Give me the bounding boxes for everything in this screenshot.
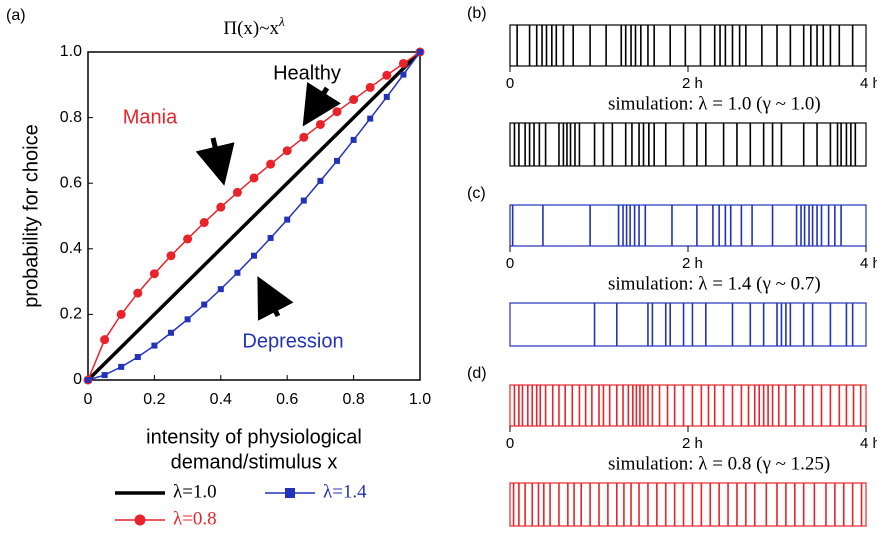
- panel-label: (b): [467, 5, 487, 22]
- point: [284, 216, 291, 223]
- point: [184, 316, 191, 323]
- x-tick-label: 0.6: [276, 391, 298, 408]
- annotation: Healthy: [273, 62, 341, 84]
- x-tick-label: 4 h: [860, 75, 877, 92]
- x-tick-label: 0.2: [143, 391, 165, 408]
- x-tick-label: 2 h: [682, 255, 703, 272]
- raster-label: simulation: λ = 1.0 (γ ~ 1.0): [608, 93, 821, 114]
- raster-frame: [509, 482, 867, 527]
- y-tick-label: 0.4: [60, 240, 82, 257]
- point: [134, 354, 141, 361]
- point: [149, 269, 159, 279]
- y-tick-label: 1.0: [60, 43, 82, 60]
- point: [116, 309, 126, 319]
- point: [232, 187, 242, 197]
- x-axis-label: intensity of physiological: [146, 426, 362, 448]
- x-tick-label: 2 h: [682, 435, 703, 452]
- legend-label: λ=1.4: [323, 481, 367, 502]
- x-tick-label: 2 h: [682, 75, 703, 92]
- arrow: [257, 276, 294, 321]
- plot-frame: [87, 51, 421, 381]
- point: [383, 93, 390, 100]
- point: [317, 177, 324, 184]
- point: [334, 157, 340, 164]
- x-tick-label: 0: [506, 75, 514, 92]
- panel-label: (d): [467, 365, 487, 382]
- point: [133, 288, 143, 298]
- chart-title: Π(x)~xλ: [223, 14, 285, 39]
- point: [417, 49, 423, 55]
- point: [249, 173, 259, 183]
- legend-marker: [134, 514, 146, 526]
- point: [266, 159, 276, 169]
- x-tick-label: 4 h: [860, 435, 877, 452]
- y-tick-label: 0.2: [60, 306, 82, 323]
- point: [183, 234, 193, 244]
- raster-frame: [509, 122, 867, 167]
- arrow: [302, 81, 341, 127]
- annotation: Mania: [123, 106, 178, 128]
- x-tick-label: 4 h: [860, 255, 877, 272]
- point: [267, 234, 274, 241]
- x-tick-label: 0: [84, 391, 93, 408]
- raster-label: simulation: λ = 0.8 (γ ~ 1.25): [608, 453, 830, 474]
- point: [400, 71, 407, 78]
- point: [300, 197, 307, 204]
- point: [151, 342, 158, 349]
- point: [216, 202, 226, 212]
- point: [282, 146, 292, 156]
- point: [166, 251, 176, 261]
- y-tick-label: 0.8: [60, 109, 82, 126]
- legend-label: λ=1.0: [173, 481, 217, 502]
- point: [367, 115, 374, 122]
- x-tick-label: 0.4: [210, 391, 232, 408]
- point: [251, 252, 257, 259]
- x-tick-label: 0: [506, 435, 514, 452]
- point: [349, 95, 359, 105]
- panel-label: (a): [6, 7, 26, 24]
- annotation: Depression: [242, 330, 343, 352]
- point: [201, 301, 208, 308]
- series-line: [86, 50, 422, 382]
- point: [217, 286, 224, 293]
- raster-label: simulation: λ = 1.4 (γ ~ 0.7): [608, 273, 821, 294]
- legend-marker: [285, 488, 295, 498]
- point: [350, 136, 357, 143]
- point: [234, 269, 241, 276]
- x-axis-label: demand/stimulus x: [171, 451, 338, 473]
- point: [85, 377, 91, 383]
- y-tick-label: 0.6: [60, 174, 82, 191]
- y-axis-label: probability for choice: [20, 124, 42, 307]
- point: [101, 372, 108, 379]
- panel-label: (c): [467, 185, 486, 202]
- point: [332, 107, 342, 117]
- legend-label: λ=0.8: [173, 508, 217, 529]
- arrow: [195, 137, 235, 186]
- point: [365, 82, 375, 92]
- y-tick-label: 0: [73, 371, 82, 388]
- point: [100, 335, 110, 345]
- point: [315, 119, 325, 129]
- raster-frame: [509, 302, 867, 347]
- point: [398, 58, 408, 68]
- x-tick-label: 0.8: [342, 391, 364, 408]
- point: [382, 70, 392, 80]
- point: [118, 363, 125, 370]
- point: [168, 329, 174, 336]
- x-tick-label: 0: [506, 255, 514, 272]
- point: [299, 132, 309, 142]
- point: [199, 218, 209, 228]
- x-tick-label: 1.0: [409, 391, 431, 408]
